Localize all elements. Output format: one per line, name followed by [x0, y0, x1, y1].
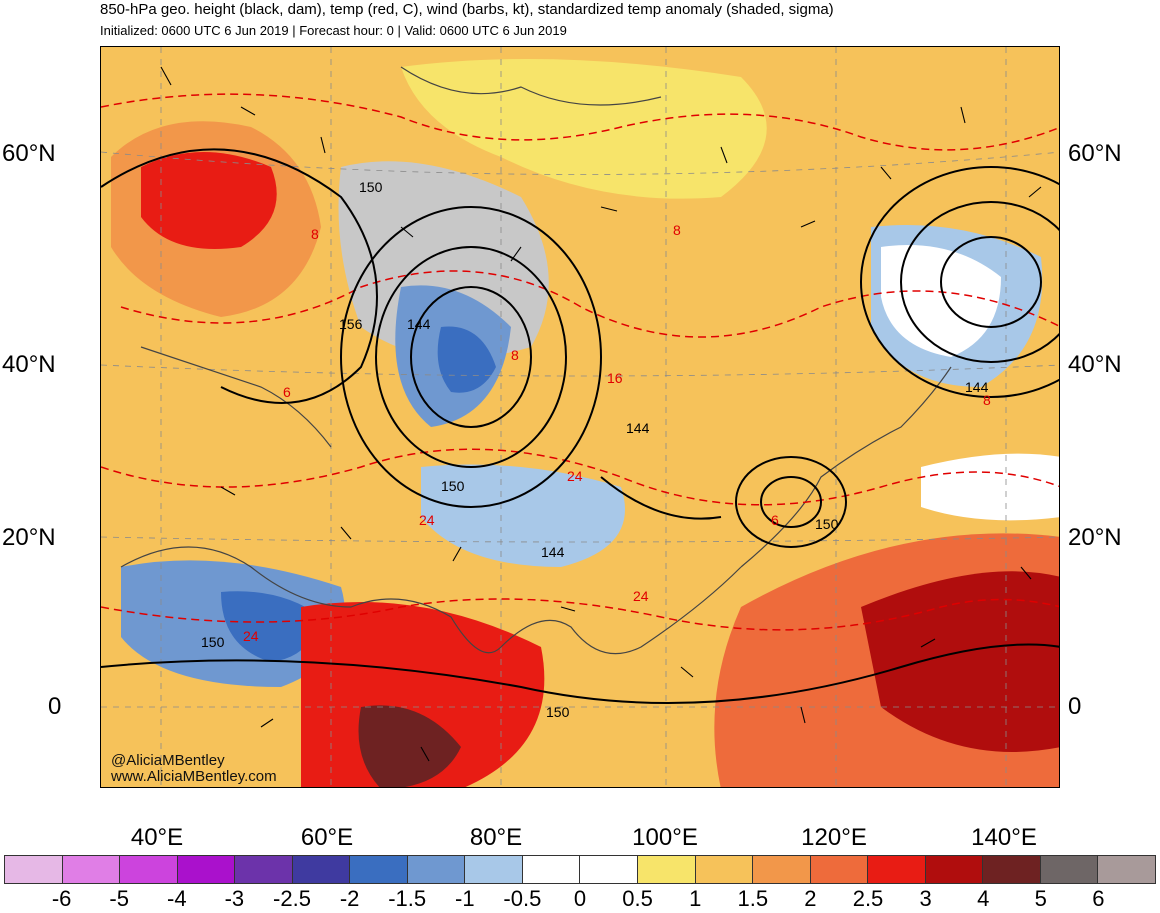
temp-label: 6	[283, 384, 291, 400]
height-label: 150	[441, 478, 465, 494]
height-label: 144	[965, 379, 989, 395]
colorbar-swatch	[1098, 856, 1155, 883]
colorbar-swatch	[350, 856, 408, 883]
chart-subtitle: Initialized: 0600 UTC 6 Jun 2019 | Forec…	[100, 23, 567, 38]
colorbar-tick-label: 2.5	[852, 886, 884, 911]
colorbar	[4, 855, 1156, 884]
anomaly-map: 150 156 144 144 150 144 144 150 150 150 …	[100, 46, 1060, 788]
anomaly-area-tibet-blue	[421, 464, 625, 567]
colorbar-tick-label: 6	[1092, 886, 1105, 911]
lat-label-right: 0	[1068, 693, 1082, 720]
anomaly-area-central-darkblue	[437, 326, 496, 393]
anomaly-area-tropical-white	[921, 453, 1059, 521]
colorbar-swatch	[177, 856, 236, 883]
credit-url: www.AliciaMBentley.com	[111, 768, 277, 785]
colorbar-swatch	[580, 856, 639, 883]
colorbar-tick-label: -2.5	[273, 886, 311, 911]
height-contours	[101, 148, 1059, 704]
lon-label: 60°E	[300, 824, 354, 851]
colorbar-tick-label: 5	[1034, 886, 1047, 911]
colorbar-tick-label: 0.5	[622, 886, 653, 911]
colorbar-swatch	[695, 856, 754, 883]
lat-label-left: 40°N	[2, 351, 56, 378]
height-label: 144	[626, 420, 650, 436]
graticule	[101, 47, 1059, 787]
colorbar-swatch	[5, 856, 63, 883]
colorbar-tick-label: -1	[455, 886, 475, 911]
height-label: 150	[359, 179, 383, 195]
map-canvas: 150 156 144 144 150 144 144 150 150 150 …	[101, 47, 1059, 787]
colorbar-tick-label: -1.5	[388, 886, 427, 911]
colorbar-tick-label: 0	[573, 886, 587, 911]
colorbar-swatch	[465, 856, 523, 883]
temp-label: 8	[511, 347, 519, 363]
colorbar-swatch	[522, 856, 581, 883]
credit-handle: @AliciaMBentley	[111, 752, 225, 769]
height-label: 144	[407, 316, 431, 332]
colorbar-tick-label: 4	[977, 886, 990, 911]
temp-label: 6	[771, 512, 779, 528]
chart-title: 850-hPa geo. height (black, dam), temp (…	[100, 1, 834, 18]
height-label: 156	[339, 316, 363, 332]
colorbar-swatch	[235, 856, 293, 883]
anomaly-area-indian-ocean-dark	[358, 705, 461, 787]
wind-barbs	[160, 66, 1042, 762]
colorbar-tick-label: -0.5	[503, 886, 542, 911]
colorbar-swatch	[868, 856, 926, 883]
height-label: 150	[815, 516, 839, 532]
colorbar-swatch	[753, 856, 811, 883]
lon-label: 120°E	[801, 824, 867, 851]
temp-label: 16	[607, 370, 623, 386]
colorbar-swatch	[120, 856, 178, 883]
lat-label-left: 0	[48, 693, 62, 720]
temp-label: 8	[673, 222, 681, 238]
colorbar-swatch	[638, 856, 696, 883]
temp-label: 8	[311, 226, 319, 242]
lon-label: 100°E	[632, 824, 698, 851]
colorbar-tick-label: 1	[689, 886, 702, 911]
anomaly-area-arctic-yellow	[401, 59, 767, 199]
colorbar-swatch	[925, 856, 984, 883]
lon-label: 140°E	[971, 824, 1037, 851]
lat-label-right: 40°N	[1068, 351, 1122, 378]
colorbar-swatch	[810, 856, 869, 883]
colorbar-swatch	[292, 856, 351, 883]
temp-label: 24	[243, 628, 259, 644]
lat-label-right: 20°N	[1068, 524, 1122, 551]
temp-label: 24	[419, 512, 435, 528]
colorbar-swatch	[407, 856, 466, 883]
temp-label: 8	[983, 392, 991, 408]
colorbar-tick-label: 3	[919, 886, 932, 911]
height-label: 150	[546, 704, 570, 720]
lat-label-right: 60°N	[1068, 140, 1122, 167]
lat-label-left: 60°N	[2, 140, 56, 167]
colorbar-tick-label: 1.5	[737, 886, 769, 911]
colorbar-tick-label: -2	[339, 886, 360, 911]
lat-label-left: 20°N	[2, 524, 56, 551]
lon-label: 80°E	[469, 824, 523, 851]
temperature-contours	[101, 93, 1059, 631]
anomaly-area-europe-hot	[141, 152, 277, 249]
colorbar-tick-label: 2	[804, 886, 817, 911]
colorbar-swatch	[1040, 856, 1099, 883]
temp-label: 24	[633, 588, 649, 604]
lon-label: 40°E	[130, 824, 184, 851]
anomaly-area-east-white	[881, 245, 1001, 357]
colorbar-tick-label: -5	[109, 886, 129, 911]
colorbar-tick-label: -4	[167, 886, 187, 911]
anomaly-area-arabia-darkblue	[221, 591, 321, 662]
colorbar-swatch	[983, 856, 1041, 883]
colorbar-tick-label: -6	[51, 886, 72, 911]
height-label: 150	[201, 634, 225, 650]
colorbar-swatch	[62, 856, 121, 883]
temp-label: 24	[567, 468, 583, 484]
height-label: 144	[541, 544, 565, 560]
colorbar-tick-label: -3	[224, 886, 245, 911]
